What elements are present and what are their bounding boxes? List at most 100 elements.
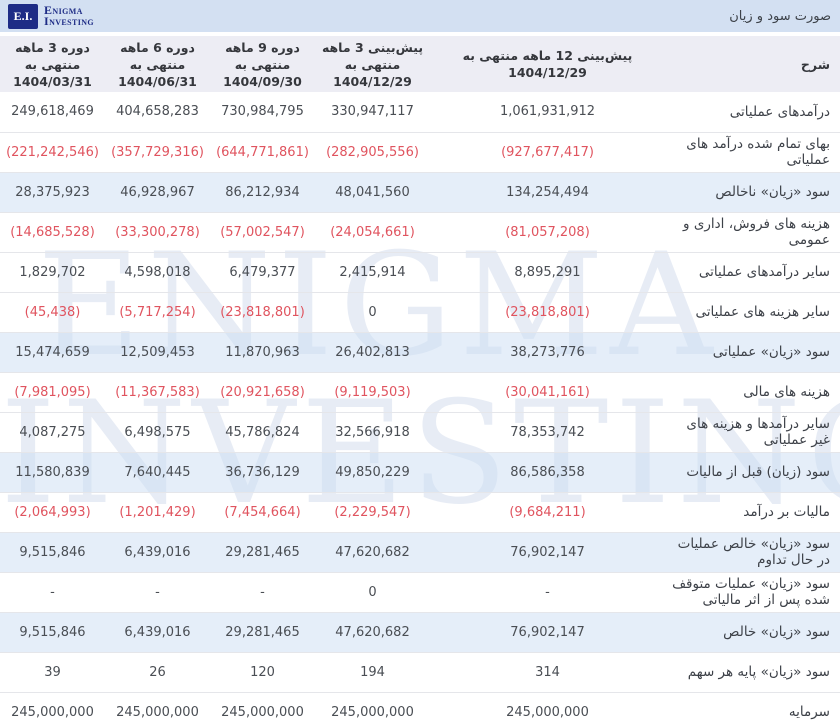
row-label: سرمایه xyxy=(788,704,830,720)
row-value: 245,000,000 xyxy=(116,704,199,720)
row-value: (45,438) xyxy=(24,304,81,320)
row-value: 9,515,846 xyxy=(19,544,86,560)
table-header-row: شرح پیش‌بینی 12 ماهه منتهی به 1404/12/29 پ… xyxy=(0,36,840,92)
period-date: 1404/06/31 xyxy=(118,73,197,89)
table-row: سود «زیان» عملیاتی 38,273,776 26,402,813 11… xyxy=(0,332,840,372)
row-value: 28,375,923 xyxy=(15,184,90,200)
table-row: درآمدهای عملیاتی 1,061,931,912 330,947,117… xyxy=(0,92,840,132)
row-label: سایر درآمدها و هزینه های غیر عملیاتی xyxy=(686,416,830,448)
row-value: (282,905,556) xyxy=(326,144,419,160)
row-value: 6,479,377 xyxy=(229,264,296,280)
row-value: (23,818,801) xyxy=(220,304,305,320)
row-value: 46,928,967 xyxy=(120,184,195,200)
row-value: (20,921,658) xyxy=(220,384,305,400)
column-header-period-0: پیش‌بینی 12 ماهه منتهی به 1404/12/29 xyxy=(430,36,665,92)
report-area: ENIGMA INVESTING شرح پیش‌بینی 12 ماهه من… xyxy=(0,36,840,725)
table-row: هزینه های فروش، اداری و عمومی (81,057,208… xyxy=(0,212,840,252)
row-value: 48,041,560 xyxy=(335,184,410,200)
row-value: (7,981,095) xyxy=(14,384,91,400)
column-header-period-2: دوره 9 ماهه منتهی به 1404/09/30 xyxy=(210,36,315,92)
row-value: 32,566,918 xyxy=(335,424,410,440)
row-value: - xyxy=(155,584,160,600)
row-value: 330,947,117 xyxy=(331,104,414,120)
row-value: (1,201,429) xyxy=(119,504,196,520)
row-value: (2,064,993) xyxy=(14,504,91,520)
row-value: (9,684,211) xyxy=(509,504,586,520)
row-label: سود «زیان» ناخالص xyxy=(715,184,830,200)
period-date: 1404/12/29 xyxy=(333,73,412,89)
row-value: 12,509,453 xyxy=(120,344,195,360)
top-bar: E.I. Enigma Investing صورت سود و زیان xyxy=(0,0,840,32)
row-value: 6,439,016 xyxy=(124,544,191,560)
row-value: 9,515,846 xyxy=(19,624,86,640)
row-label: سایر درآمدهای عملیاتی xyxy=(698,264,830,280)
table-body: درآمدهای عملیاتی 1,061,931,912 330,947,117… xyxy=(0,92,840,725)
row-value: 76,902,147 xyxy=(510,624,585,640)
table-row: سایر هزینه های عملیاتی (23,818,801) 0 (23,8… xyxy=(0,292,840,332)
row-value: 1,061,931,912 xyxy=(499,104,596,120)
table-row: مالیات بر درآمد (9,684,211) (2,229,547) (7,… xyxy=(0,492,840,532)
row-value: 730,984,795 xyxy=(221,104,304,120)
row-value: 29,281,465 xyxy=(225,624,300,640)
row-label: مالیات بر درآمد xyxy=(743,504,830,520)
column-header-period-1: پیش‌بینی 3 ماهه منتهی به 1404/12/29 xyxy=(315,36,430,92)
row-value: 47,620,682 xyxy=(335,624,410,640)
row-value: (81,057,208) xyxy=(505,224,590,240)
row-label: سود «زیان» خالص xyxy=(723,624,830,640)
row-value: 86,586,358 xyxy=(510,464,585,480)
logo-monogram: E.I. xyxy=(8,3,38,29)
row-value: (33,300,278) xyxy=(115,224,200,240)
table-row: بهای تمام شده درآمد های عملیاتی (927,677,… xyxy=(0,132,840,172)
table-row: سایر درآمدهای عملیاتی 8,895,291 2,415,914 6… xyxy=(0,252,840,292)
row-value: (927,677,417) xyxy=(501,144,594,160)
row-value: 36,736,129 xyxy=(225,464,300,480)
row-value: 134,254,494 xyxy=(506,184,589,200)
period-date: 1404/09/30 xyxy=(223,73,302,89)
row-value: 86,212,934 xyxy=(225,184,300,200)
row-value: 1,829,702 xyxy=(19,264,86,280)
column-header-period-3: دوره 6 ماهه منتهی به 1404/06/31 xyxy=(105,36,210,92)
row-label: بهای تمام شده درآمد های عملیاتی xyxy=(686,136,830,168)
row-value: - xyxy=(260,584,265,600)
row-value: 78,353,742 xyxy=(510,424,585,440)
row-value: 45,786,824 xyxy=(225,424,300,440)
table-row: سود «زیان» پایه هر سهم 314 194 120 26 39 xyxy=(0,652,840,692)
row-value: 47,620,682 xyxy=(335,544,410,560)
row-value: 4,087,275 xyxy=(19,424,86,440)
row-value: 38,273,776 xyxy=(510,344,585,360)
page-title: صورت سود و زیان xyxy=(729,8,831,24)
row-value: (221,242,546) xyxy=(6,144,99,160)
row-value: (57,002,547) xyxy=(220,224,305,240)
table-row: سود «زیان» خالص عملیات در حال تداوم 76,90… xyxy=(0,532,840,572)
table-row: سود «زیان» خالص 76,902,147 47,620,682 29,28… xyxy=(0,612,840,652)
row-value: 49,850,229 xyxy=(335,464,410,480)
row-value: 245,000,000 xyxy=(11,704,94,720)
row-value: 7,640,445 xyxy=(124,464,191,480)
row-value: 8,895,291 xyxy=(514,264,581,280)
row-value: (2,229,547) xyxy=(334,504,411,520)
column-header-period-4: دوره 3 ماهه منتهی به 1404/03/31 xyxy=(0,36,105,92)
row-value: 245,000,000 xyxy=(506,704,589,720)
table-row: سایر درآمدها و هزینه های غیر عملیاتی 78,3… xyxy=(0,412,840,452)
row-label: هزینه های مالی xyxy=(743,384,830,400)
row-label: سود «زیان» عملیات متوقف شده پس از اثر ما… xyxy=(672,576,830,608)
row-value: 4,598,018 xyxy=(124,264,191,280)
table-row: سرمایه 245,000,000 245,000,000 245,000,000 2… xyxy=(0,692,840,725)
row-value: 2,415,914 xyxy=(339,264,406,280)
row-value: 120 xyxy=(250,664,275,680)
row-value: 245,000,000 xyxy=(221,704,304,720)
row-value: 76,902,147 xyxy=(510,544,585,560)
row-value: 194 xyxy=(360,664,385,680)
row-value: 6,498,575 xyxy=(124,424,191,440)
row-label: سایر هزینه های عملیاتی xyxy=(695,304,830,320)
income-statement-table: شرح پیش‌بینی 12 ماهه منتهی به 1404/12/29 پ… xyxy=(0,36,840,725)
row-value: 0 xyxy=(368,304,377,320)
table-row: سود «زیان» ناخالص 134,254,494 48,041,560 86… xyxy=(0,172,840,212)
row-label: سود «زیان» عملیاتی xyxy=(712,344,830,360)
period-date: 1404/03/31 xyxy=(13,73,92,89)
column-header-description: شرح xyxy=(800,56,830,72)
row-value: 11,580,839 xyxy=(15,464,90,480)
logo-wordmark-line1: Enigma xyxy=(44,3,83,17)
row-value: - xyxy=(50,584,55,600)
row-value: 15,474,659 xyxy=(15,344,90,360)
